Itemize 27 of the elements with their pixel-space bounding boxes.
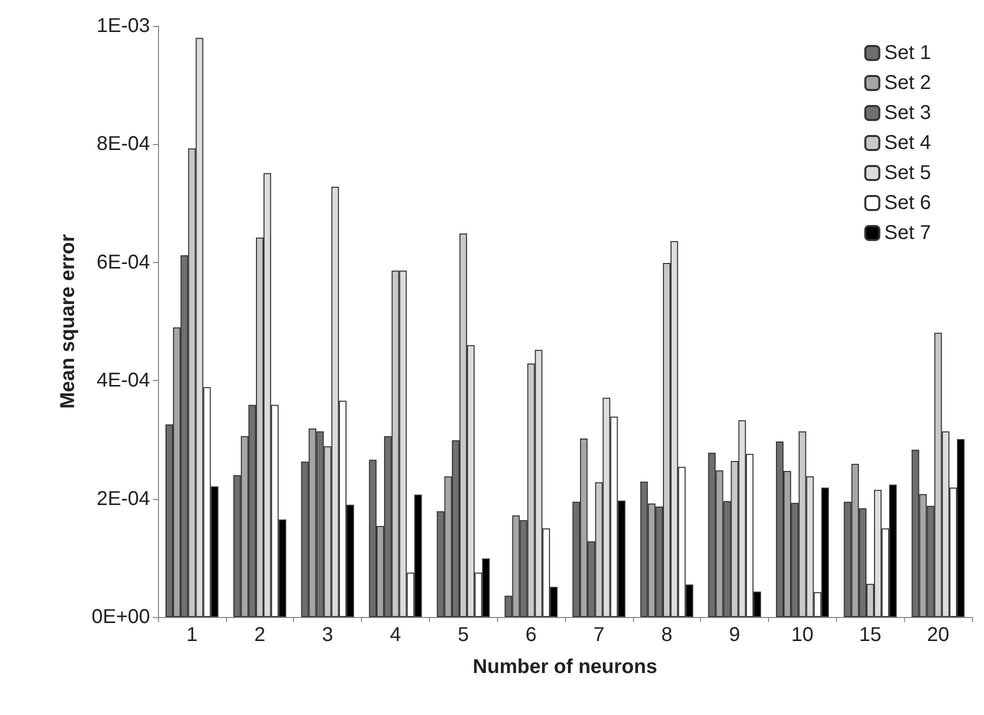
- x-tick-label: 10: [791, 624, 814, 646]
- x-tick-label: 3: [322, 624, 334, 646]
- x-tick-label: 7: [593, 624, 604, 646]
- legend-label: Set 3: [884, 102, 932, 124]
- x-tick-label: 15: [859, 624, 882, 646]
- legend-label: Set 1: [884, 42, 932, 64]
- y-tick-label: 0E+00: [92, 606, 150, 628]
- y-axis-title: Mean square error: [57, 234, 79, 409]
- legend-label: Set 5: [884, 162, 932, 184]
- y-tick-label: 6E-04: [96, 251, 150, 274]
- legend-label: Set 6: [884, 192, 932, 214]
- y-tick-label: 1E-03: [96, 15, 150, 37]
- x-tick-label: 4: [390, 624, 401, 646]
- y-tick-label: 4E-04: [96, 370, 150, 392]
- x-axis-title: Number of neurons: [472, 656, 658, 678]
- x-tick-label: 5: [458, 624, 469, 646]
- y-tick-label: 8E-04: [96, 133, 150, 156]
- x-tick-label: 20: [926, 624, 950, 646]
- legend-label: Set 2: [884, 72, 932, 94]
- x-tick-label: 1: [186, 624, 198, 646]
- x-tick-label: 6: [526, 624, 537, 646]
- y-tick-label: 2E-04: [96, 488, 150, 510]
- legend-label: Set 7: [884, 222, 932, 244]
- x-tick-label: 2: [254, 624, 266, 646]
- x-tick-label: 9: [729, 624, 740, 646]
- legend-label: Set 4: [884, 132, 932, 154]
- x-tick-label: 8: [661, 624, 672, 646]
